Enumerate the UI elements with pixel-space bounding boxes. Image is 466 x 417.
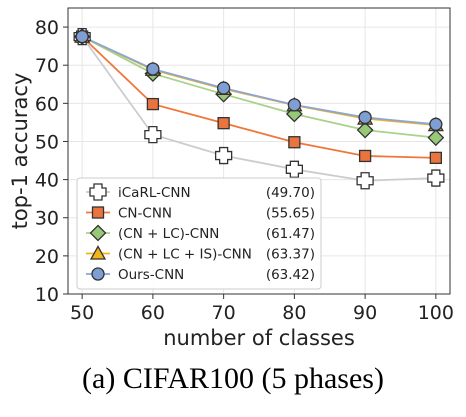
data-point-0 (214, 146, 233, 165)
data-point-4 (429, 117, 443, 131)
legend-marker (91, 267, 105, 281)
legend-label: (CN + LC + IS)-CNN (118, 247, 252, 263)
data-point-1 (146, 97, 160, 111)
figure-caption: (a) CIFAR100 (5 phases) (82, 362, 384, 395)
data-point-1 (217, 117, 230, 130)
legend-label: CN-CNN (118, 206, 172, 222)
series-line-1 (81, 35, 436, 159)
y-tick-label: 30 (35, 208, 59, 230)
y-tick-label: 40 (35, 170, 59, 192)
y-tick-label: 10 (35, 284, 59, 306)
data-point-1 (288, 136, 301, 149)
y-tick-label: 80 (35, 17, 59, 39)
data-point-4 (287, 98, 302, 112)
y-tick-label: 50 (35, 131, 59, 153)
legend-marker (89, 245, 107, 260)
data-point-4 (146, 62, 160, 76)
legend-box (76, 177, 322, 290)
y-axis-label: top-1 accuracy (8, 73, 32, 230)
data-point-4 (216, 81, 231, 95)
y-tick-label: 70 (35, 55, 59, 77)
series-line-3 (81, 35, 436, 126)
data-point-0 (144, 125, 162, 144)
line-chart: 10 20 30 40 50 60 70 80 50 60 70 80 90 100 number of c… (8, 7, 454, 350)
data-point-1 (429, 151, 443, 165)
legend-score: (61.47) (266, 226, 315, 242)
series-line-4 (81, 35, 436, 126)
data-point-2 (356, 121, 374, 139)
legend-score: (63.37) (266, 247, 315, 263)
series-line-0 (81, 36, 436, 182)
y-tick-label: 60 (35, 93, 59, 115)
legend-score: (63.42) (266, 267, 315, 283)
legend-marker (89, 224, 107, 242)
legend-marker (89, 183, 107, 201)
data-point-1 (358, 149, 372, 163)
x-axis-label: number of classes (163, 326, 355, 350)
plot-frame (67, 7, 451, 295)
x-tick-label: 50 (70, 302, 94, 324)
legend-marker (91, 206, 105, 219)
series-line-2 (81, 35, 436, 139)
legend-label: iCaRL-CNN (118, 185, 191, 201)
y-tick-label: 20 (35, 246, 59, 268)
x-tick-label: 100 (418, 302, 454, 324)
x-tick-label: 80 (282, 302, 306, 324)
data-point-0 (285, 160, 304, 178)
legend-score: (55.65) (266, 206, 315, 222)
legend-score: (49.70) (266, 185, 315, 201)
legend-label: Ours-CNN (118, 267, 184, 283)
data-point-2 (427, 129, 445, 147)
data-point-4 (75, 29, 89, 44)
data-point-4 (358, 110, 372, 125)
legend-label: (CN + LC)-CNN (118, 226, 219, 242)
x-tick-label: 60 (141, 302, 165, 324)
x-tick-label: 90 (353, 302, 377, 324)
x-tick-label: 70 (212, 302, 236, 324)
data-point-0 (356, 172, 374, 190)
data-point-0 (427, 169, 445, 187)
